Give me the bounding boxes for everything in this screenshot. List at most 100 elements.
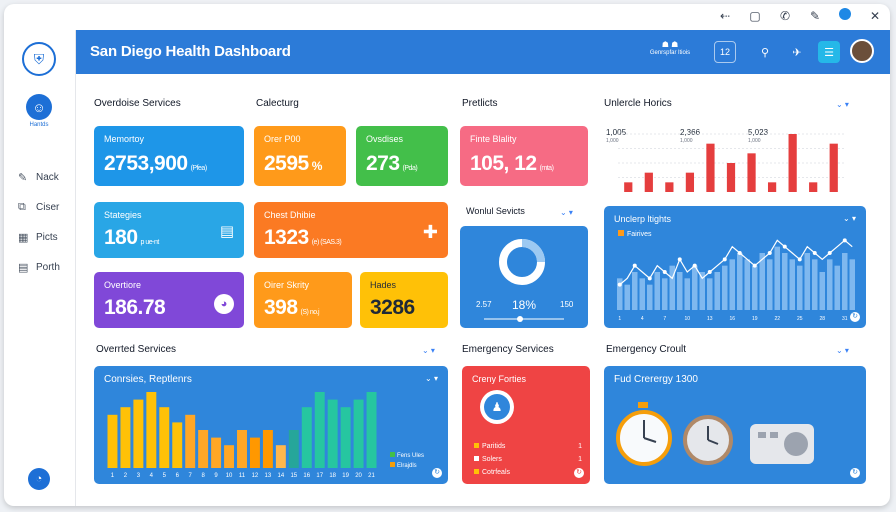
bar xyxy=(198,430,209,468)
donut-right-value: 150 xyxy=(560,300,574,309)
card-label: Chest Dhibie xyxy=(264,210,316,220)
unfacts-label: 1,005 xyxy=(606,128,627,137)
section-calculating: Calecturg xyxy=(256,98,299,109)
sidebar-item-label: Porth xyxy=(36,261,60,273)
search-icon[interactable]: ⚲ xyxy=(760,46,770,59)
sidebar-item-label: Nack xyxy=(36,171,59,183)
chevron-down-icon[interactable]: ⌄ ▾ xyxy=(560,208,573,217)
tick-label: 18 xyxy=(329,473,336,479)
tick-label: 14 xyxy=(278,473,285,479)
tick-label: 31 xyxy=(842,316,848,322)
card-fleet[interactable]: Finte Blality 105, 12 (mta) xyxy=(460,126,588,186)
refresh-icon[interactable]: ↻ xyxy=(850,468,860,478)
chevron-down-icon[interactable]: ⌄ ▾ xyxy=(836,100,849,109)
bar xyxy=(669,265,675,310)
bar xyxy=(185,414,196,468)
bar xyxy=(133,399,144,468)
bar xyxy=(301,407,312,468)
grid-icon: ▦ xyxy=(18,231,29,244)
refresh-icon[interactable]: ↻ xyxy=(850,312,860,322)
emergency-circuit-panel: Fud Crerergy 1300 ↻ xyxy=(604,366,866,484)
close-icon[interactable]: ✕ xyxy=(869,8,881,23)
bar xyxy=(353,399,364,468)
edit-icon[interactable]: ✎ xyxy=(809,8,821,23)
card-label: Memortoy xyxy=(104,134,145,144)
donut-segment xyxy=(521,239,545,263)
card-memory[interactable]: Memortoy 2753,900 (Pfea) xyxy=(94,126,244,186)
tick-label: 16 xyxy=(303,473,310,479)
card-other-sanity[interactable]: Oirer Skrity 398 (S) no.j xyxy=(254,272,352,328)
bird-icon[interactable]: ✈ xyxy=(792,46,802,59)
bar xyxy=(747,153,756,192)
card-label: Stategies xyxy=(104,210,142,220)
sidebar-item-ciser[interactable]: ⧉ Ciser xyxy=(18,192,60,222)
card-hades[interactable]: Hades 3286 xyxy=(360,272,448,328)
uncler-lights-panel: Unclerp ltights ⌄ ▾ Fairives 1 4 7 10 13 16 19… xyxy=(604,206,866,328)
card-overflow[interactable]: Overtiore 186.78 ◕ xyxy=(94,272,244,328)
card-value: 180 p ue-nt xyxy=(104,226,159,249)
header-bar: San Diego Health Dashboard ☗ ☗ Genrspfar… xyxy=(76,30,890,74)
bar xyxy=(767,259,773,310)
card-onpro[interactable]: Orer P00 2595% xyxy=(254,126,346,186)
page-title: San Diego Health Dashboard xyxy=(90,43,291,60)
point xyxy=(692,263,697,268)
bar xyxy=(744,259,750,310)
panel-title: Creny Forties xyxy=(472,374,527,384)
bookmark-icon[interactable]: ▢ xyxy=(749,8,761,23)
card-value: 105, 12 (mta) xyxy=(470,152,554,175)
avatar[interactable] xyxy=(850,39,874,63)
world-slider[interactable] xyxy=(484,316,564,322)
chevron-down-icon[interactable]: ⌄ ▾ xyxy=(425,374,438,383)
bar xyxy=(172,422,183,468)
section-emergency-services: Emergency Services xyxy=(462,344,554,355)
point xyxy=(722,257,727,262)
bar xyxy=(288,430,299,468)
bar xyxy=(211,437,222,468)
bar xyxy=(159,407,170,468)
bar xyxy=(224,445,235,468)
side-nav: ✎ Nack ⧉ Ciser ▦ Picts ▤ Porth xyxy=(18,162,60,282)
card-overdues[interactable]: Ovsdises 273 (Pda) xyxy=(356,126,448,186)
back-forward-icon[interactable]: ⇠ xyxy=(719,8,731,23)
bar xyxy=(722,265,728,310)
sidebar-item-picts[interactable]: ▦ Picts xyxy=(18,222,60,252)
people-icon: ☗ ☗ xyxy=(661,40,679,49)
bar xyxy=(665,182,674,192)
phone-icon[interactable]: ✆ xyxy=(779,8,791,23)
bar xyxy=(262,430,273,468)
chevron-down-icon[interactable]: ⌄ ▾ xyxy=(843,214,856,223)
bar xyxy=(327,399,338,468)
tick-label: 16 xyxy=(729,316,735,322)
refresh-icon[interactable]: ↻ xyxy=(574,468,584,478)
profile-icon[interactable]: ☺ xyxy=(26,94,52,120)
tick-label: 4 xyxy=(641,316,644,322)
header-badge-text: Genrspfar ltiois xyxy=(649,50,691,56)
shield-icon[interactable]: ⛨ xyxy=(22,42,56,76)
legend-swatch xyxy=(618,230,624,236)
sidebar-item-porth[interactable]: ▤ Porth xyxy=(18,252,60,282)
document-icon: ▤ xyxy=(219,223,234,240)
calendar-button[interactable]: 12 xyxy=(714,41,736,63)
bar xyxy=(692,265,698,310)
slider-knob[interactable] xyxy=(517,316,523,322)
chevron-down-icon[interactable]: ⌄ ▾ xyxy=(422,346,435,355)
window-chrome: ⇠ ▢ ✆ ✎ ✕ xyxy=(4,4,890,30)
refresh-icon[interactable]: ↻ xyxy=(432,468,442,478)
card-chest[interactable]: Chest Dhibie 1323 (e) (SAS.3) ✚ xyxy=(254,202,448,258)
section-world-services: Wonlul Sevicts xyxy=(466,206,525,216)
point xyxy=(707,270,712,274)
list-icon[interactable]: ☰ xyxy=(818,41,840,63)
chat-icon[interactable]: ◔ xyxy=(28,468,50,490)
sidebar-item-nack[interactable]: ✎ Nack xyxy=(18,162,60,192)
extension-icon[interactable] xyxy=(838,8,852,23)
panel-title: Unclerp ltights xyxy=(614,214,672,224)
tick-label: 3 xyxy=(137,473,141,479)
panel-title: Fud Crerergy 1300 xyxy=(614,374,698,385)
uncler-lights-chart: 1 4 7 10 13 16 19 22 25 28 31 xyxy=(617,238,855,322)
chevron-down-icon[interactable]: ⌄ ▾ xyxy=(836,346,849,355)
bar xyxy=(107,414,118,468)
header-badge[interactable]: ☗ ☗ Genrspfar ltiois xyxy=(642,40,698,58)
panel-title: Conrsies, Reptlenrs xyxy=(104,374,192,385)
card-strategies[interactable]: Stategies 180 p ue-nt ▤ xyxy=(94,202,244,258)
tick-label: 4 xyxy=(150,473,154,479)
